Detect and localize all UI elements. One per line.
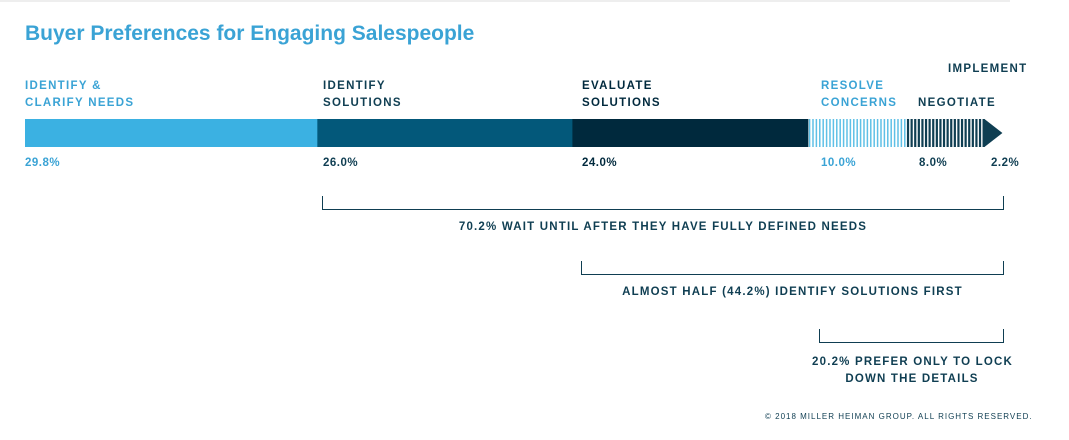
bracket-label-defined-needs: 70.2% WAIT UNTIL AFTER THEY HAVE FULLY D… — [458, 221, 868, 233]
stage-label-identify-clarify: IDENTIFY & CLARIFY NEEDS — [25, 80, 135, 109]
stage-label-negotiate: NEGOTIATE — [918, 97, 996, 109]
copyright-notice: © 2018 MILLER HEIMAN GROUP. ALL RIGHTS R… — [765, 412, 1033, 421]
bracket-label-identify-solutions: ALMOST HALF (44.2%) IDENTIFY SOLUTIONS F… — [622, 286, 963, 298]
pct-label-implement: 2.2% — [991, 157, 1020, 169]
bracket-label-lock-details: 20.2% PREFER ONLY TO LOCK DOWN THE DETAIL… — [812, 356, 1014, 385]
pct-label-evaluate-solutions: 24.0% — [582, 157, 618, 169]
bracket-defined-needs — [322, 196, 1004, 210]
bar-segment-negotiate — [906, 119, 985, 147]
stage-label-implement: IMPLEMENT — [948, 63, 1028, 75]
bar-segment-resolve-concerns — [808, 119, 906, 147]
stage-label-identify-solutions: IDENTIFY SOLUTIONS — [323, 80, 402, 109]
bracket-identify-solutions — [581, 261, 1004, 275]
top-divider — [0, 0, 1010, 2]
pct-label-resolve-concerns: 10.0% — [821, 157, 857, 169]
chart-title: Buyer Preferences for Engaging Salespeop… — [25, 22, 475, 45]
pct-label-identify-clarify: 29.8% — [25, 157, 61, 169]
bar-segment-identify-clarify — [25, 119, 318, 147]
bracket-lock-details — [819, 329, 1004, 343]
bar-segment-implement — [984, 119, 1003, 147]
stage-label-evaluate-solutions: EVALUATE SOLUTIONS — [582, 80, 661, 109]
bar-segment-identify-solutions — [317, 119, 573, 147]
stage-label-resolve-concerns: RESOLVE CONCERNS — [821, 80, 898, 109]
bar-segment-evaluate-solutions — [572, 119, 809, 147]
pct-label-identify-solutions: 26.0% — [323, 157, 359, 169]
pct-label-negotiate: 8.0% — [919, 157, 948, 169]
